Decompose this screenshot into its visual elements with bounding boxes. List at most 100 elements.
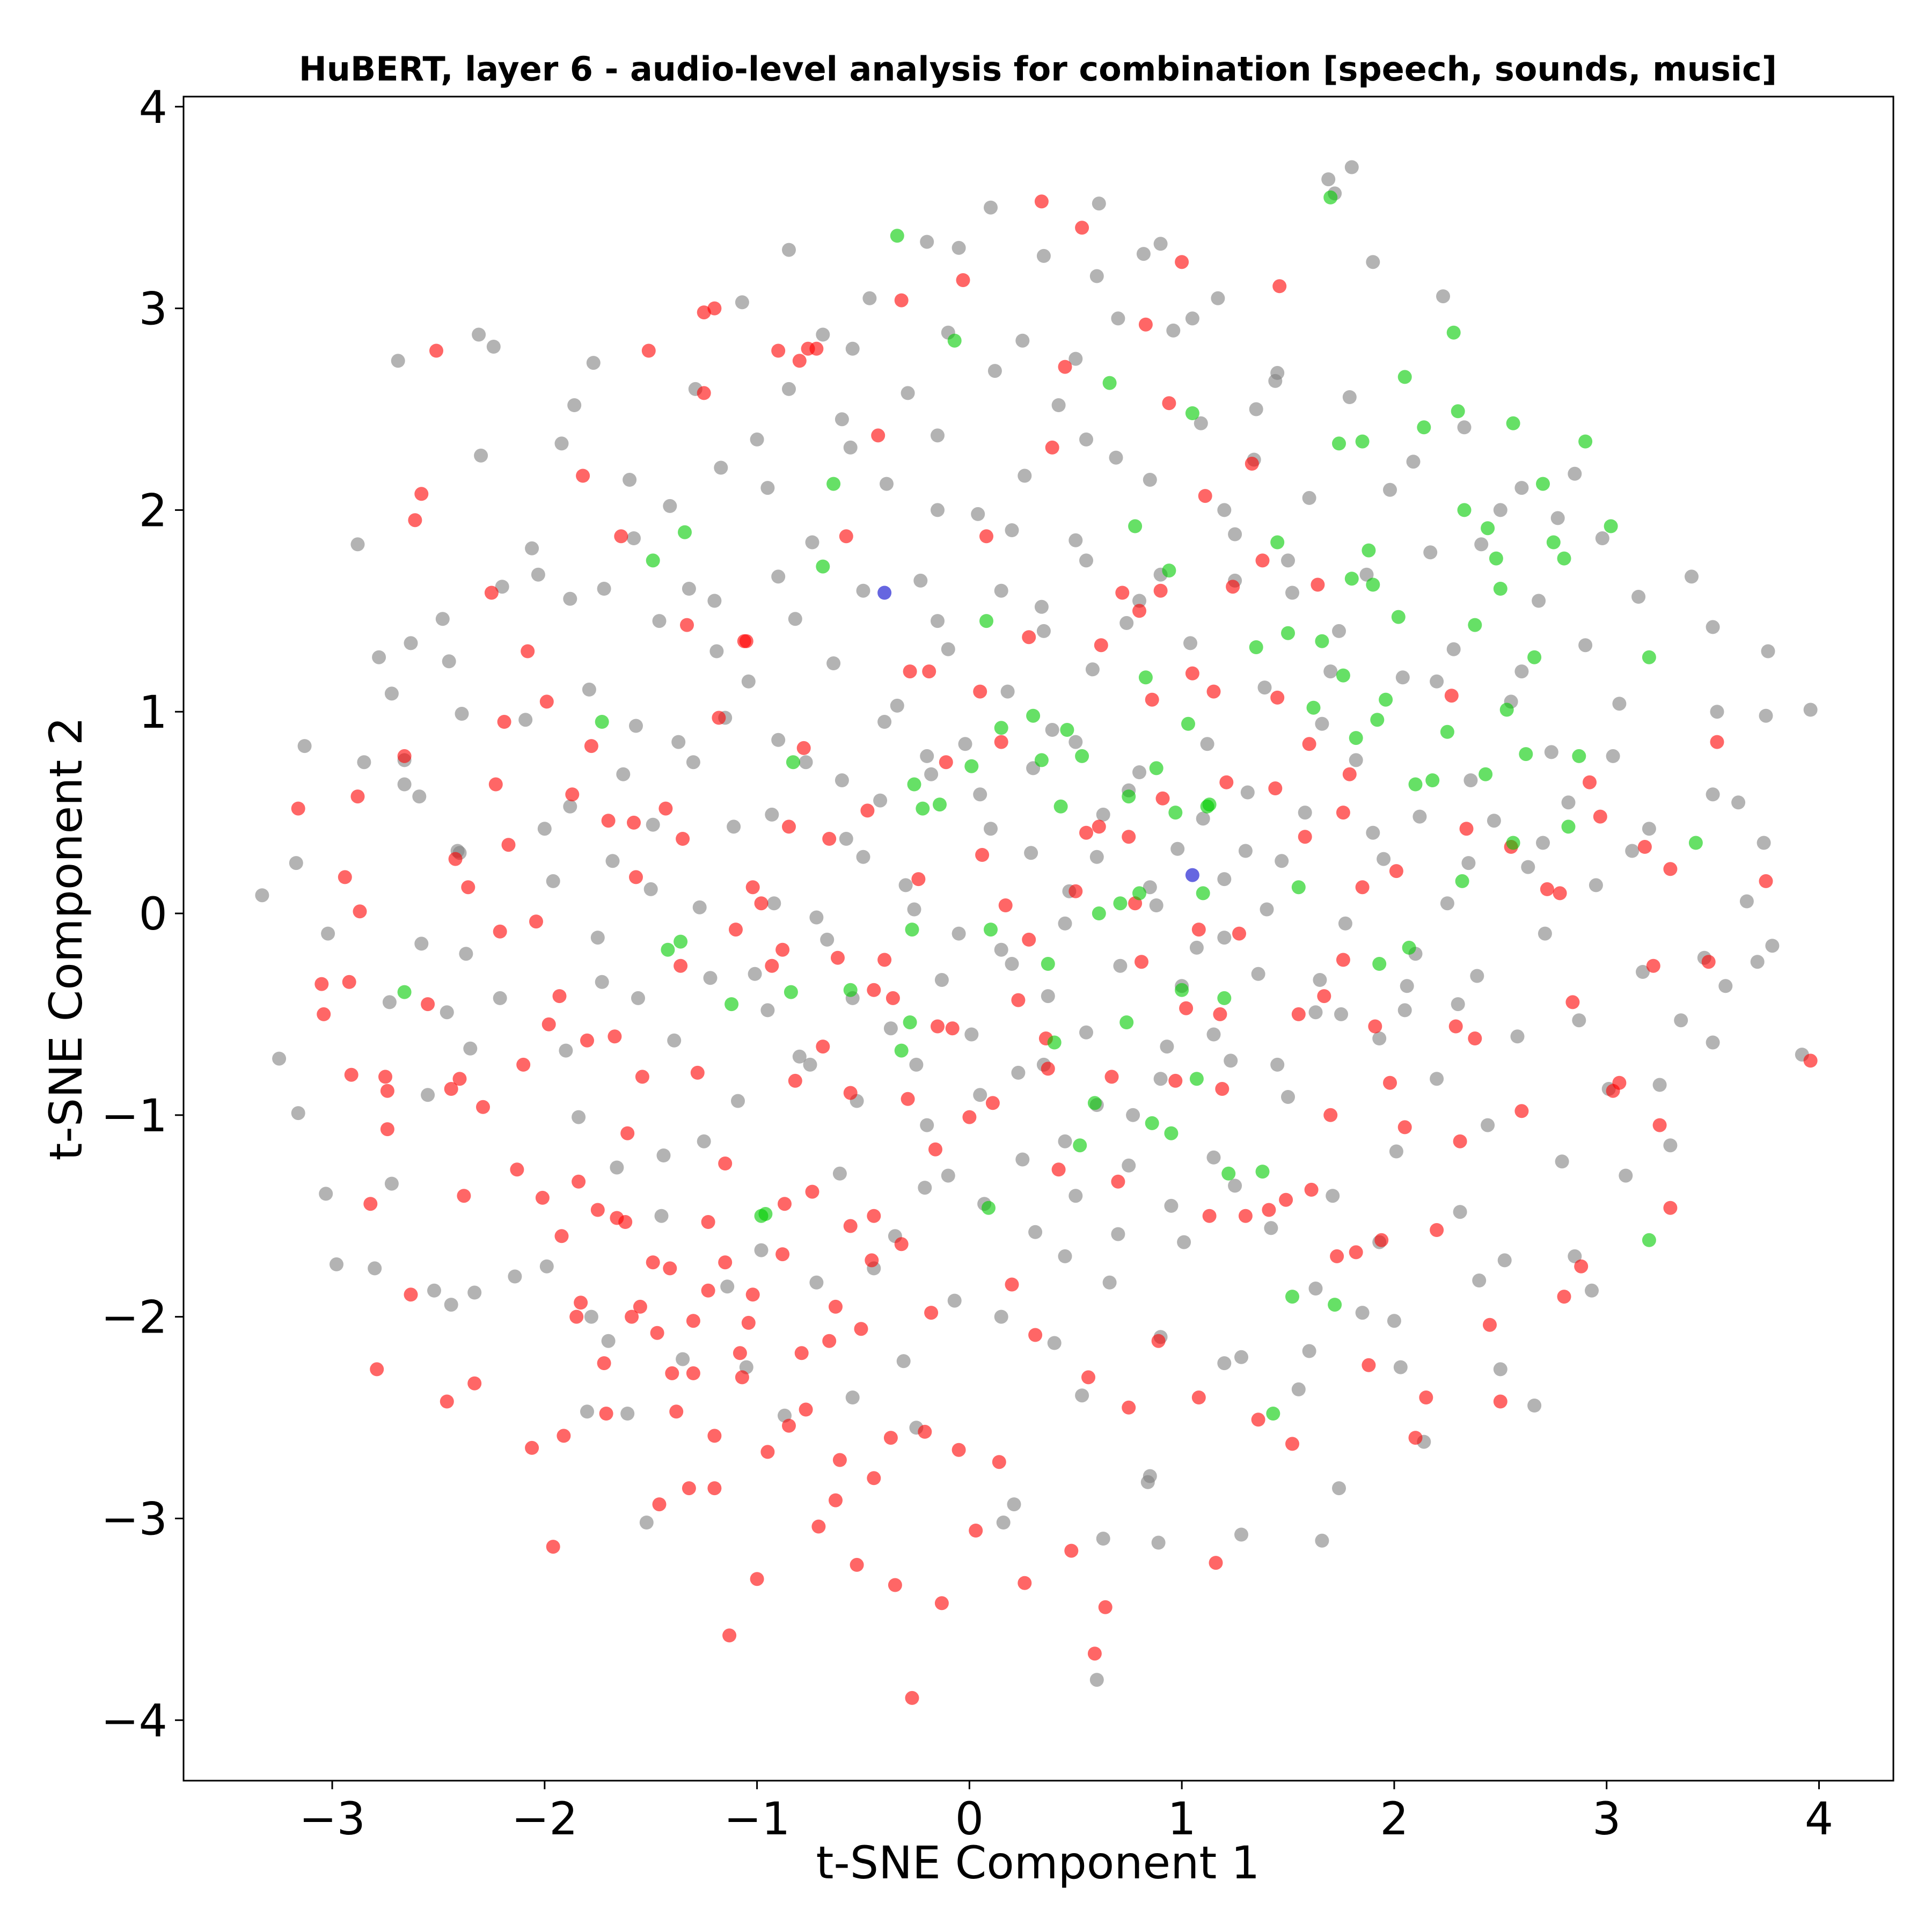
data-point	[582, 682, 596, 697]
data-point	[1397, 370, 1412, 384]
data-point	[1315, 716, 1329, 731]
data-point	[909, 1057, 924, 1072]
data-point	[554, 436, 569, 451]
data-point	[1544, 745, 1558, 759]
data-point	[1298, 830, 1312, 844]
data-point	[1145, 1116, 1159, 1130]
data-point	[918, 1181, 932, 1195]
data-point	[760, 1003, 775, 1018]
data-point	[1342, 390, 1357, 404]
data-point	[631, 991, 645, 1005]
data-point	[363, 1197, 378, 1211]
data-point	[816, 1040, 830, 1054]
data-point	[669, 1404, 684, 1419]
data-point	[1217, 872, 1232, 887]
y-tick-label: 2	[139, 484, 167, 537]
data-point	[745, 1287, 760, 1302]
data-point	[750, 432, 764, 447]
data-point	[291, 1106, 305, 1121]
data-point	[1372, 1031, 1387, 1045]
data-point	[539, 1259, 554, 1274]
data-point	[1315, 634, 1329, 648]
data-point	[350, 537, 365, 552]
data-point	[820, 932, 835, 947]
data-point	[444, 1082, 458, 1096]
data-point	[947, 1293, 962, 1308]
data-point	[796, 741, 811, 755]
data-point	[404, 1287, 418, 1302]
y-tick-label: −2	[101, 1291, 167, 1344]
data-point	[765, 958, 779, 973]
data-point	[1285, 1437, 1299, 1451]
data-point	[557, 1429, 571, 1443]
data-point	[1251, 967, 1265, 981]
data-point	[476, 1100, 490, 1114]
data-point	[1540, 882, 1554, 896]
data-point	[1128, 519, 1143, 533]
data-point	[1198, 489, 1212, 503]
data-point	[1113, 896, 1128, 911]
x-tick-label: 0	[955, 1792, 984, 1845]
data-point	[1119, 1015, 1134, 1029]
data-point	[1334, 1007, 1348, 1021]
data-point	[1191, 1391, 1206, 1404]
y-axis: −4 −3 −2 −1 0 1 2 3 4	[101, 81, 184, 1747]
data-point	[1051, 398, 1066, 412]
data-point	[321, 926, 335, 941]
data-point	[646, 553, 660, 568]
data-point	[652, 614, 667, 628]
data-point	[1514, 664, 1529, 679]
data-point	[1149, 898, 1163, 912]
data-point	[1642, 1233, 1656, 1247]
data-point	[559, 1043, 573, 1058]
data-point	[697, 386, 711, 400]
data-point	[1451, 997, 1465, 1012]
data-point	[843, 983, 858, 997]
data-point	[1069, 884, 1083, 898]
data-point	[727, 819, 741, 834]
data-point	[1557, 551, 1571, 566]
data-point	[652, 1497, 667, 1512]
data-point	[1663, 1138, 1678, 1153]
data-point	[572, 1174, 586, 1189]
data-point	[885, 991, 900, 1005]
data-point	[546, 874, 560, 888]
data-point	[1455, 874, 1469, 888]
data-point	[572, 1110, 586, 1124]
data-point	[1119, 616, 1134, 630]
data-point	[1153, 583, 1168, 598]
data-point	[650, 1326, 664, 1340]
data-point	[931, 428, 945, 443]
data-point	[788, 1073, 802, 1088]
data-point	[1005, 957, 1019, 971]
data-point	[678, 525, 692, 539]
data-point	[994, 583, 1008, 598]
data-point	[344, 1067, 358, 1082]
data-point	[1179, 1001, 1194, 1015]
data-point	[1260, 902, 1274, 917]
data-point	[429, 343, 443, 358]
data-point	[996, 1516, 1011, 1529]
data-point	[1015, 1152, 1030, 1167]
data-point	[1572, 749, 1586, 763]
data-point	[493, 924, 507, 939]
data-point	[888, 1578, 902, 1592]
data-point	[1593, 809, 1607, 824]
x-tick-label: 2	[1380, 1792, 1408, 1845]
data-point	[939, 755, 953, 770]
data-point	[767, 896, 781, 911]
data-point	[765, 807, 779, 822]
data-point	[1092, 196, 1106, 211]
data-point	[686, 1366, 700, 1380]
data-point	[920, 235, 934, 249]
data-point	[1565, 995, 1580, 1009]
plot-frame	[182, 96, 1894, 1782]
data-point	[1034, 599, 1049, 614]
data-point	[353, 904, 367, 919]
data-point	[440, 1394, 454, 1409]
data-point	[1058, 360, 1072, 374]
data-point	[724, 997, 739, 1012]
data-point	[1338, 916, 1352, 931]
data-point	[671, 735, 686, 749]
data-point	[586, 356, 601, 370]
